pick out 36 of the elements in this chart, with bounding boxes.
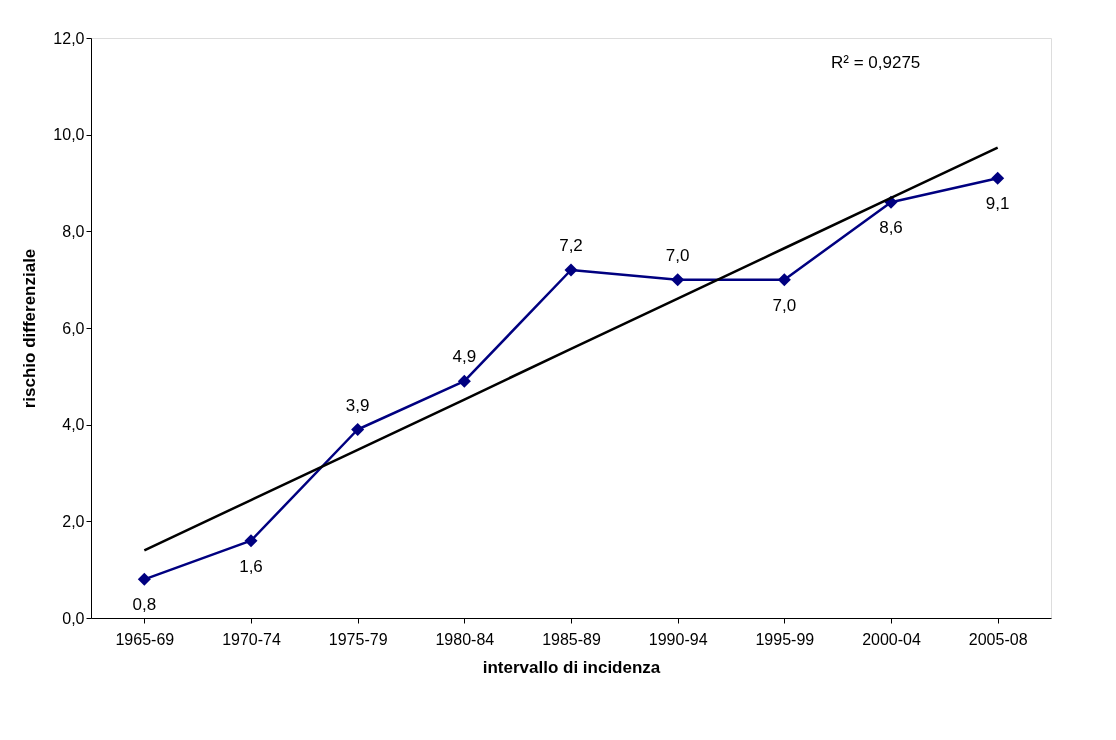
- point: [137, 572, 151, 586]
- point: [564, 263, 578, 277]
- point: [457, 374, 471, 388]
- x-tick-label: 1970-74: [222, 630, 281, 648]
- y-tick-label: 4,0: [62, 416, 85, 434]
- x-tick-label: 2000-04: [862, 630, 921, 648]
- x-tick-label: 1980-84: [435, 630, 495, 648]
- y-tick-label: 2,0: [62, 512, 85, 530]
- data-label: 1,6: [239, 556, 263, 576]
- data-label: 3,9: [345, 395, 370, 415]
- data-label: 7,2: [559, 236, 583, 255]
- x-tick-label: 1990-94: [648, 630, 708, 648]
- x-tick-label: 2005-08: [968, 630, 1028, 648]
- data-label: 9,1: [985, 194, 1010, 214]
- y-tick-label: 0,0: [62, 609, 85, 627]
- y-tick-label: 8,0: [62, 222, 85, 240]
- point: [991, 171, 1005, 185]
- x-axis-title: intervallo di incidenza: [482, 657, 661, 677]
- data-label: 7,0: [665, 245, 690, 265]
- annotation: R² = 0,9275: [831, 53, 921, 72]
- x-tick-label: 1995-99: [755, 630, 815, 648]
- point: [777, 273, 791, 287]
- y-tick-label: 12,0: [53, 29, 85, 47]
- x-tick-label: 1965-69: [115, 630, 175, 648]
- data-label: 8,6: [879, 218, 903, 238]
- point: [671, 273, 685, 287]
- data-label: 4,9: [452, 347, 477, 367]
- point: [244, 534, 258, 548]
- point: [351, 422, 365, 437]
- data-label: 7,0: [772, 295, 797, 315]
- y-tick-label: 10,0: [53, 126, 85, 144]
- y-tick-label: 6,0: [62, 319, 85, 337]
- y-axis-title: rischio differenziale: [20, 248, 40, 409]
- x-tick-label: 1985-89: [542, 630, 601, 648]
- x-tick-label: 1975-79: [328, 630, 388, 648]
- data-label: 0,8: [132, 595, 157, 615]
